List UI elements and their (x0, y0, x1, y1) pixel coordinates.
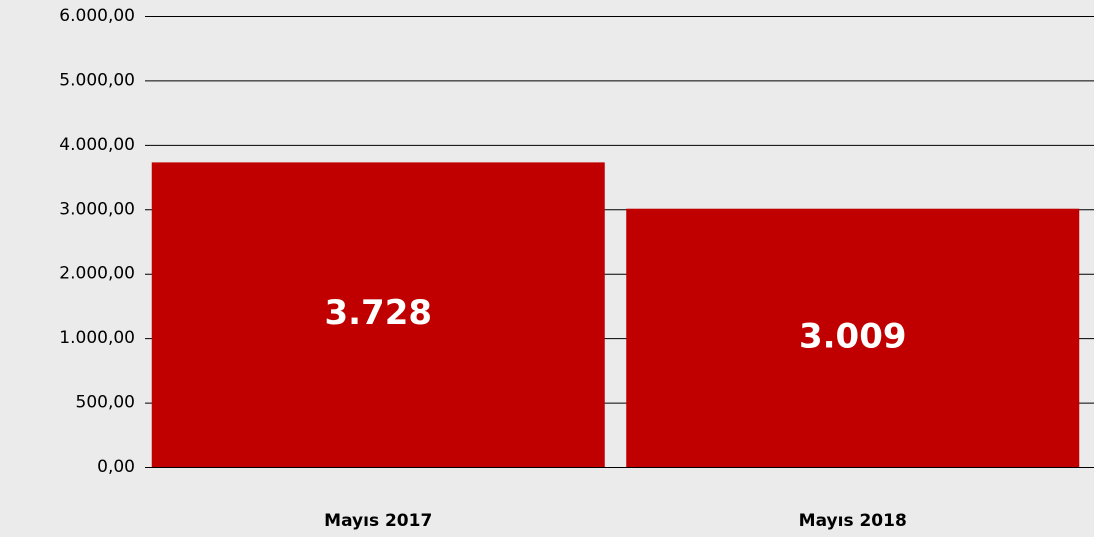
value-label: 3.728 (324, 293, 432, 333)
y-tick-label: 2.000,00 (59, 264, 135, 284)
y-tick-label: 3.000,00 (59, 199, 135, 219)
bar (626, 208, 1080, 467)
y-tick-label: 5.000,00 (59, 70, 135, 90)
bar (151, 162, 605, 467)
value-label: 3.009 (799, 316, 907, 356)
y-tick-label: 500,00 (76, 393, 135, 413)
y-tick-label: 6.000,00 (59, 6, 135, 26)
y-tick-label: 4.000,00 (59, 135, 135, 155)
y-tick-label: 1.000,00 (59, 328, 135, 348)
x-tick-label: Mayıs 2018 (799, 511, 907, 531)
y-tick-label: 0,00 (97, 457, 135, 477)
x-tick-label: Mayıs 2017 (324, 511, 432, 531)
